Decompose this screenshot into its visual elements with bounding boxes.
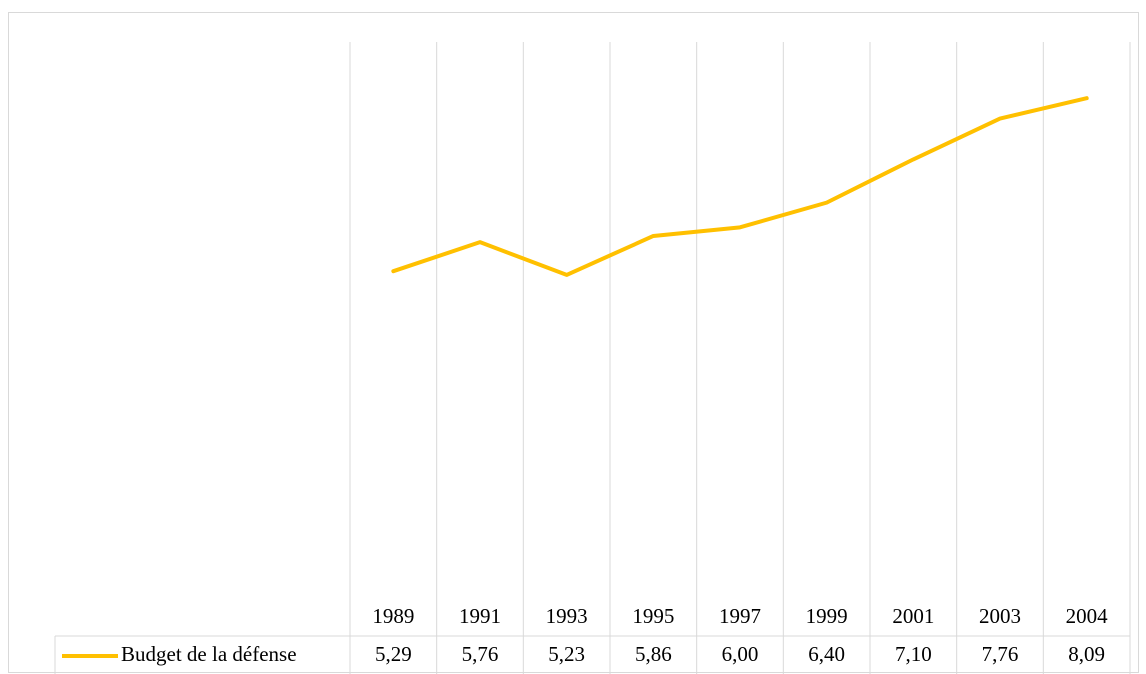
legend-label: Budget de la défense — [121, 642, 297, 666]
value-label: 5,23 — [548, 642, 585, 666]
value-label: 7,10 — [895, 642, 932, 666]
category-label: 2001 — [892, 604, 934, 628]
value-label: 5,76 — [462, 642, 499, 666]
category-label: 1999 — [806, 604, 848, 628]
category-label: 2003 — [979, 604, 1021, 628]
value-label: 8,09 — [1068, 642, 1105, 666]
value-label: 6,00 — [722, 642, 759, 666]
category-label: 2004 — [1066, 604, 1109, 628]
category-label: 1997 — [719, 604, 761, 628]
category-label: 1995 — [632, 604, 674, 628]
category-label: 1989 — [372, 604, 414, 628]
data-line — [391, 96, 1089, 277]
value-label: 5,86 — [635, 642, 672, 666]
value-label: 6,40 — [808, 642, 845, 666]
value-label: 7,76 — [982, 642, 1019, 666]
category-label: 1991 — [459, 604, 501, 628]
category-label: 1993 — [546, 604, 588, 628]
value-label: 5,29 — [375, 642, 412, 666]
chart-border — [8, 12, 1139, 673]
